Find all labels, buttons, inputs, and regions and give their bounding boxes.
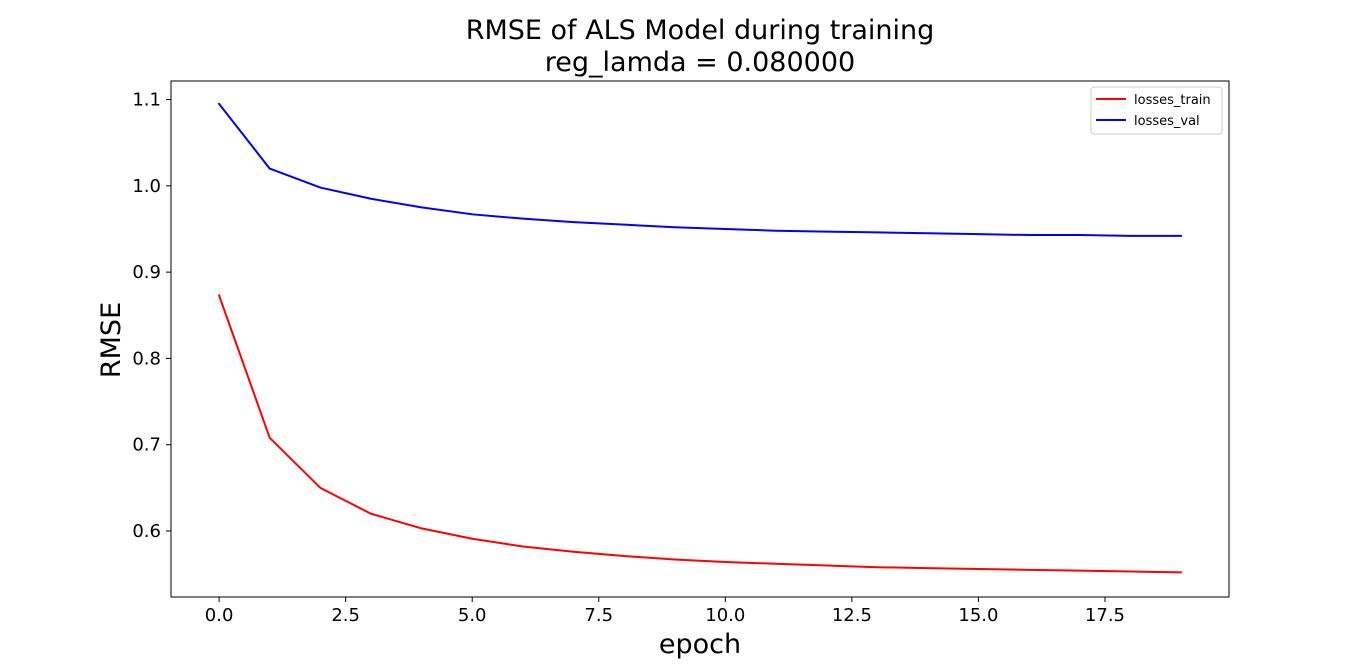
plot-area xyxy=(217,102,1182,574)
y-axis-label: RMSE xyxy=(96,302,127,378)
y-tick-label: 0.6 xyxy=(132,521,161,542)
y-tick-label: 1.0 xyxy=(132,176,161,197)
y-tick-label: 0.9 xyxy=(132,262,161,283)
x-tick-label: 12.5 xyxy=(832,605,872,626)
x-tick-label: 7.5 xyxy=(584,605,613,626)
series-line-losses_train xyxy=(217,294,1182,574)
series-line-losses_val xyxy=(217,102,1182,237)
x-tick-label: 0.0 xyxy=(205,605,234,626)
y-tick-label: 0.7 xyxy=(132,435,161,456)
chart-title-line1: RMSE of ALS Model during training xyxy=(466,15,935,46)
y-tick-label: 0.8 xyxy=(132,348,161,369)
x-tick-label: 2.5 xyxy=(331,605,360,626)
x-ticks: 0.0 2.5 5.0 7.5 10.0 12.5 15.0 17.5 xyxy=(205,597,1125,626)
x-axis-label: epoch xyxy=(659,629,741,660)
legend: losses_train losses_val xyxy=(1090,86,1223,135)
y-ticks: 0.6 0.7 0.8 0.9 1.0 1.1 xyxy=(132,90,171,542)
x-tick-label: 17.5 xyxy=(1085,605,1125,626)
legend-label-losses_train: losses_train xyxy=(1134,93,1211,108)
x-tick-label: 10.0 xyxy=(705,605,745,626)
x-tick-label: 15.0 xyxy=(958,605,998,626)
y-tick-label: 1.1 xyxy=(132,90,161,111)
chart-title-line2: reg_lamda = 0.080000 xyxy=(545,47,855,78)
x-tick-label: 5.0 xyxy=(458,605,487,626)
axes-frame xyxy=(170,80,1230,598)
legend-label-losses_val: losses_val xyxy=(1134,114,1200,129)
